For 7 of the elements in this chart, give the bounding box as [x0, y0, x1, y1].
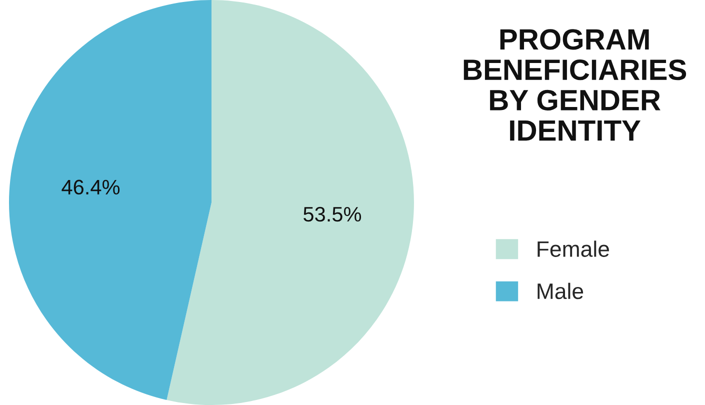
data-label: 46.4% — [62, 180, 120, 195]
legend-label: Female — [538, 240, 609, 257]
text: PROGRAM BENEFICIARIES BY GENDER IDENTITY — [464, 29, 686, 141]
pie-slice — [166, 0, 414, 405]
pie-slice — [9, 0, 212, 400]
data-label: 53.5% — [304, 206, 362, 222]
legend-label: Male — [538, 282, 584, 300]
